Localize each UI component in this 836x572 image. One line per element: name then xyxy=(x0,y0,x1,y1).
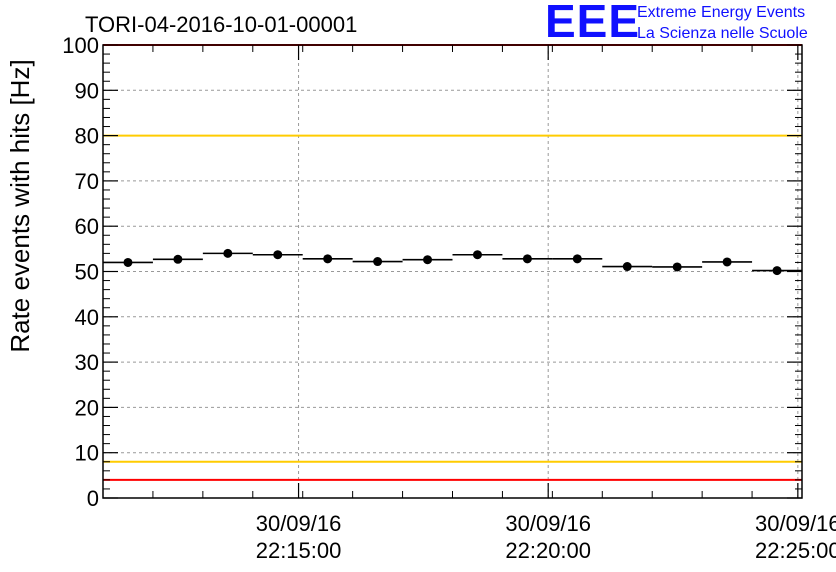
y-tick-label: 60 xyxy=(75,214,99,239)
reference-lines xyxy=(103,44,802,481)
y-tick-label: 50 xyxy=(75,260,99,285)
y-tick-label: 40 xyxy=(75,305,99,330)
grid-lines xyxy=(103,45,802,498)
logo-tagline-1: Extreme Energy Events xyxy=(637,4,806,21)
y-tick-label: 100 xyxy=(62,33,99,58)
y-tick-label: 90 xyxy=(75,78,99,103)
data-point xyxy=(572,254,582,264)
logo-tagline-2: La Scienza nelle Scuole xyxy=(637,25,808,42)
data-point xyxy=(173,254,183,264)
x-tick-label-time: 22:20:00 xyxy=(505,538,591,563)
data-point xyxy=(373,257,383,267)
logo-mark: EEE xyxy=(545,0,641,47)
data-point xyxy=(472,250,482,260)
x-tick-label-time: 22:15:00 xyxy=(256,538,342,563)
data-point xyxy=(423,255,433,265)
data-point xyxy=(622,262,632,272)
eee-logo: EEE Extreme Energy Events La Scienza nel… xyxy=(545,0,835,47)
y-tick-label: 80 xyxy=(75,124,99,149)
y-tick-label: 30 xyxy=(75,350,99,375)
data-point xyxy=(522,254,532,264)
data-point xyxy=(123,257,133,267)
y-tick-label: 10 xyxy=(75,441,99,466)
x-tick-label-date: 30/09/16 xyxy=(256,511,342,536)
data-point xyxy=(772,266,782,276)
data-point xyxy=(672,262,682,272)
data-point xyxy=(223,248,233,258)
y-tick-label: 70 xyxy=(75,169,99,194)
y-axis-label: Rate events with hits [Hz] xyxy=(5,59,35,352)
data-point xyxy=(722,257,732,267)
data-series xyxy=(103,248,802,276)
y-tick-label: 20 xyxy=(75,395,99,420)
x-tick-label-date: 30/09/16 xyxy=(755,511,836,536)
data-point xyxy=(273,250,283,260)
x-tick-label-time: 22:25:00 xyxy=(755,538,836,563)
data-point xyxy=(323,254,333,264)
y-tick-label: 0 xyxy=(87,486,99,511)
chart-title: TORI-04-2016-10-01-00001 xyxy=(85,12,357,37)
axes: 010203040506070809010030/09/1622:15:0030… xyxy=(62,33,836,563)
x-tick-label-date: 30/09/16 xyxy=(505,511,591,536)
